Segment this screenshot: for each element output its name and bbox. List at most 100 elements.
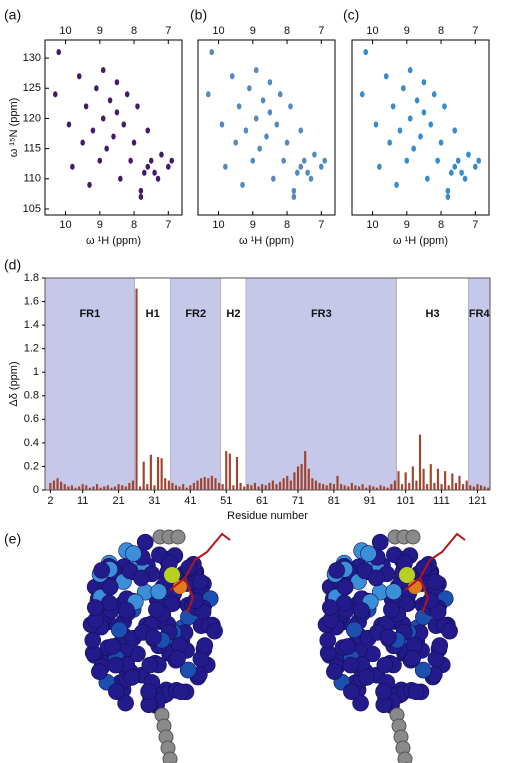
peak bbox=[240, 181, 245, 188]
x-tick-label: 121 bbox=[468, 495, 486, 507]
peak bbox=[390, 103, 396, 110]
peak bbox=[83, 103, 89, 110]
bar bbox=[415, 480, 418, 490]
peak bbox=[274, 121, 279, 128]
y-tick-label: 0.4 bbox=[24, 437, 39, 449]
bar bbox=[221, 484, 224, 490]
peak bbox=[169, 157, 174, 164]
y-tick-label: 0.2 bbox=[24, 460, 39, 472]
peak bbox=[257, 145, 262, 152]
peak bbox=[219, 121, 225, 128]
atom bbox=[179, 661, 197, 679]
ligand bbox=[169, 532, 231, 614]
region bbox=[245, 277, 397, 491]
peak bbox=[230, 73, 235, 80]
y-tick-label: 125 bbox=[23, 82, 41, 94]
peak bbox=[305, 169, 310, 176]
bar bbox=[275, 484, 278, 490]
x-axis-label: ω ¹H (ppm) bbox=[393, 235, 448, 247]
peak bbox=[466, 151, 471, 158]
bar bbox=[458, 475, 461, 490]
atom bbox=[169, 649, 186, 667]
atom bbox=[376, 656, 394, 674]
peak bbox=[459, 169, 464, 176]
bar bbox=[451, 473, 454, 490]
bar bbox=[103, 486, 106, 490]
bar bbox=[264, 485, 267, 490]
bar bbox=[304, 451, 307, 490]
x-tick-label: 11 bbox=[77, 495, 88, 507]
x-tick-label: 10 bbox=[212, 219, 224, 231]
bar bbox=[357, 486, 361, 490]
peak bbox=[142, 169, 147, 176]
bar bbox=[60, 481, 63, 490]
region bbox=[170, 277, 222, 491]
atom bbox=[123, 669, 141, 686]
atom bbox=[93, 562, 110, 579]
bar bbox=[182, 484, 185, 490]
bar bbox=[217, 482, 221, 490]
region-label: FR1 bbox=[79, 308, 100, 320]
peak bbox=[449, 169, 454, 176]
region-label: FR4 bbox=[469, 308, 491, 320]
atom bbox=[405, 529, 421, 545]
bar bbox=[210, 475, 213, 490]
bar bbox=[372, 486, 375, 490]
atom bbox=[172, 683, 190, 701]
bar bbox=[225, 451, 228, 490]
peak bbox=[138, 187, 144, 194]
panel-label: (e) bbox=[4, 531, 21, 547]
bar bbox=[124, 486, 127, 490]
plot-frame bbox=[44, 277, 491, 491]
bar bbox=[246, 484, 249, 490]
atom bbox=[91, 663, 108, 680]
atom bbox=[150, 583, 168, 601]
x-tick-label: 8 bbox=[438, 219, 444, 231]
atom bbox=[84, 631, 102, 649]
bar bbox=[379, 485, 382, 490]
bar bbox=[85, 485, 88, 490]
atom bbox=[336, 578, 354, 596]
peak bbox=[428, 121, 433, 128]
bar bbox=[146, 484, 149, 490]
x-tick-label: 10 bbox=[366, 219, 378, 231]
atom bbox=[196, 637, 214, 654]
atom bbox=[101, 578, 119, 596]
region-label: H1 bbox=[146, 308, 160, 320]
peak bbox=[278, 91, 283, 98]
bar bbox=[271, 480, 274, 490]
peak bbox=[387, 139, 392, 146]
bar bbox=[156, 457, 160, 490]
atom bbox=[343, 683, 360, 700]
bar bbox=[411, 466, 414, 490]
bar bbox=[196, 480, 199, 490]
y-tick-label: 110 bbox=[23, 173, 41, 185]
peak bbox=[254, 115, 259, 122]
atom bbox=[380, 628, 397, 646]
x-axis-label: ω ¹H (ppm) bbox=[239, 235, 294, 247]
x-tick-label-top: 10 bbox=[366, 25, 378, 37]
peak bbox=[107, 97, 113, 104]
y-tick-label: 130 bbox=[23, 52, 41, 64]
y-tick-label: 105 bbox=[23, 203, 41, 215]
atom bbox=[397, 751, 413, 763]
x-tick-label: 7 bbox=[472, 219, 478, 231]
atom bbox=[353, 601, 370, 619]
peak bbox=[452, 163, 457, 170]
bar bbox=[200, 478, 203, 490]
peak bbox=[90, 127, 96, 134]
peak bbox=[166, 163, 171, 170]
x-tick-label: 111 bbox=[433, 495, 450, 507]
x-tick-label-top: 8 bbox=[284, 25, 290, 37]
panel-label: (a) bbox=[4, 7, 21, 23]
atom bbox=[358, 669, 376, 686]
bar bbox=[393, 480, 396, 490]
atom bbox=[383, 601, 400, 618]
bar bbox=[63, 484, 66, 490]
atom bbox=[414, 661, 432, 679]
atom bbox=[385, 583, 403, 601]
peak bbox=[377, 163, 382, 170]
peak bbox=[452, 127, 457, 134]
bar bbox=[214, 478, 217, 490]
atom bbox=[125, 545, 142, 562]
